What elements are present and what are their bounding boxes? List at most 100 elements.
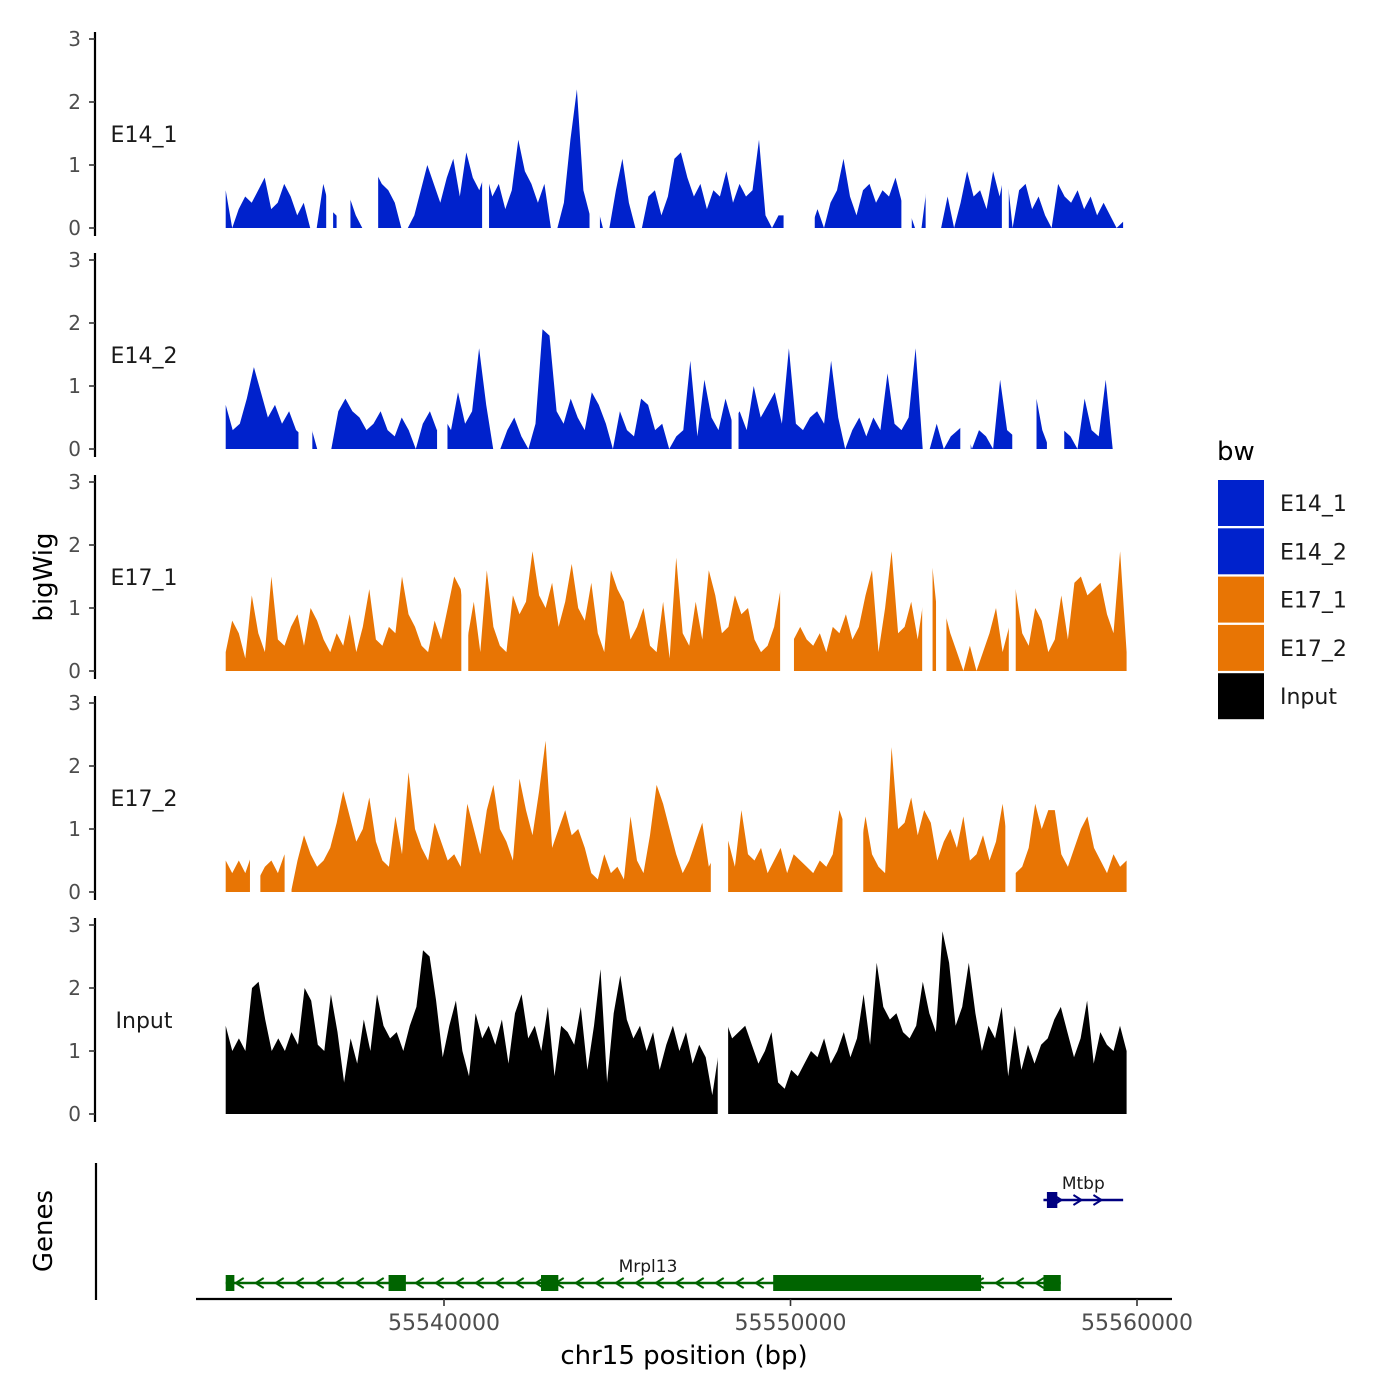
strand-arrow [993,1277,1005,1289]
legend-label: E14_2 [1280,540,1347,565]
strand-arrow [753,1277,765,1289]
coverage-area [225,89,1124,229]
strand-arrow [1072,1194,1084,1206]
strand-arrow [493,1277,505,1289]
coverage-area [225,329,1113,449]
track-label: E17_1 [111,566,178,591]
legend-title: bw [1217,437,1255,467]
strand-arrow [413,1277,425,1289]
y-tick-label: 3 [68,691,81,715]
x-axis: chr15 position (bp) 55540000 55550000 5556… [196,1297,1193,1371]
legend-label: E17_1 [1280,589,1347,614]
track-input: 0 1 2 3 Input [68,913,1127,1126]
exon [773,1275,982,1291]
y-tick-label: 1 [68,374,81,398]
y-tick-label: 1 [68,1039,81,1063]
y-tick-label: 0 [68,216,81,240]
strand-arrow [653,1277,665,1289]
gene-name: Mtbp [1062,1174,1105,1194]
y-tick-label: 2 [68,533,81,557]
y-tick-label: 0 [68,880,81,904]
y-tick-label: 0 [68,1102,81,1126]
coverage-gap [936,475,947,673]
y-tick-label: 3 [68,470,81,494]
legend-swatch [1218,480,1264,526]
tracks-layer: 0 1 2 3 E14_1 0 1 2 3 E14_2 0 1 2 3 E17_1 0 1 2 3 E17_2 0 1 2 3… [68,27,1127,1126]
track-label: E14_2 [111,344,178,369]
strand-arrow [1033,1277,1045,1289]
strand-arrow [733,1277,745,1289]
coverage-gap [901,32,912,230]
y-tick-label: 3 [68,27,81,51]
coverage-gap [437,253,448,451]
genes-panel-label: Genes [29,1190,59,1272]
y-tick-label: 1 [68,817,81,841]
y-tick-label: 3 [68,248,81,272]
gene-mtbp: Mtbp [1043,1174,1124,1208]
coverage-gap [249,696,261,894]
x-tick-label: 55540000 [388,1311,500,1336]
coverage-gap [1046,253,1065,451]
strand-arrow [713,1277,725,1289]
y-tick-label: 1 [68,153,81,177]
coverage-area [225,551,1127,671]
coverage-gap [922,475,933,673]
legend-label: E14_1 [1280,492,1347,517]
strand-arrow [473,1277,485,1289]
strand-arrow [253,1277,265,1289]
strand-arrow [1013,1277,1025,1289]
x-axis-title: chr15 position (bp) [560,1341,807,1371]
y-tick-label: 2 [68,311,81,335]
coverage-gap [298,253,313,451]
coverage-gap [783,32,815,230]
x-tick-label: 55550000 [735,1311,847,1336]
track-label: E17_2 [111,787,178,812]
gene-mrpl13: Mrpl13 [225,1257,1061,1291]
track-label: Input [116,1009,173,1034]
x-tick-label: 55560000 [1081,1311,1193,1336]
y-tick-label: 3 [68,913,81,937]
coverage-area [225,931,1127,1114]
strand-arrow [513,1277,525,1289]
legend-label: E17_2 [1280,637,1347,662]
exon [225,1275,235,1291]
strand-arrow [693,1277,705,1289]
exon [1043,1275,1061,1291]
legend-swatch [1218,624,1264,671]
coverage-gap [461,475,469,673]
legend-swatch [1218,528,1264,575]
strand-arrow [233,1277,245,1289]
coverage-gap [780,475,794,673]
coverage-gap [731,253,739,451]
coverage-gap [1005,696,1016,894]
y-tick-label: 0 [68,437,81,461]
strand-arrow [633,1277,645,1289]
coverage-gap [960,253,971,451]
coverage-gap [1001,32,1009,230]
y-tick-label: 2 [68,976,81,1000]
strand-arrow [573,1277,585,1289]
strand-arrow [453,1277,465,1289]
track-e17-2: 0 1 2 3 E17_2 [68,691,1127,904]
y-tick-label: 0 [68,659,81,683]
track-e17-1: 0 1 2 3 E17_1 [68,470,1127,683]
legend-swatch [1218,576,1264,623]
strand-arrow [673,1277,685,1289]
strand-arrow [1092,1194,1104,1206]
strand-arrow [373,1277,385,1289]
genes-panel: Genes Mrpl13 Mtbp [29,1163,1124,1300]
legend-swatch [1218,673,1264,720]
y-tick-label: 2 [68,90,81,114]
coverage-gap [842,696,864,894]
coverage-gap [710,696,729,894]
coverage-gap [589,32,600,230]
coverage-gap [1012,253,1037,451]
coverage-gap [717,918,729,1116]
exon [388,1275,406,1291]
strand-arrow [433,1277,445,1289]
coverage-gap [326,32,334,230]
coverage-gap [364,32,379,230]
coverage-area [225,740,1127,892]
strand-arrow [293,1277,305,1289]
strand-arrow [313,1277,325,1289]
